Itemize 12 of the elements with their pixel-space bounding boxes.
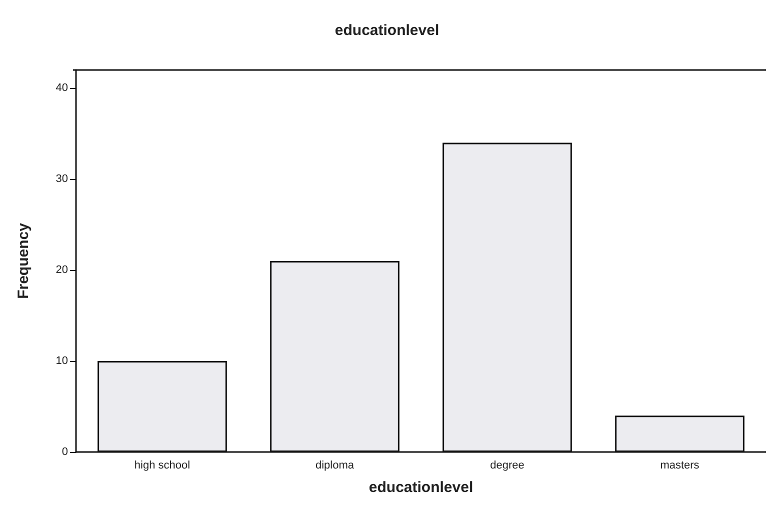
x-tick-label: degree [490, 460, 524, 472]
y-tick-label: 20 [56, 264, 68, 276]
y-tick-label: 40 [56, 82, 68, 94]
y-tick-label: 30 [56, 173, 68, 186]
y-axis-title: Frequency [15, 222, 32, 299]
y-tick-label: 0 [62, 446, 68, 458]
x-tick-label: high school [134, 460, 190, 472]
x-axis-title: educationlevel [368, 479, 474, 496]
x-tick-label: masters [660, 460, 700, 472]
chart-title: educationlevel [334, 22, 440, 39]
x-tick-label: diploma [315, 460, 355, 472]
y-tick-label: 10 [56, 355, 68, 368]
